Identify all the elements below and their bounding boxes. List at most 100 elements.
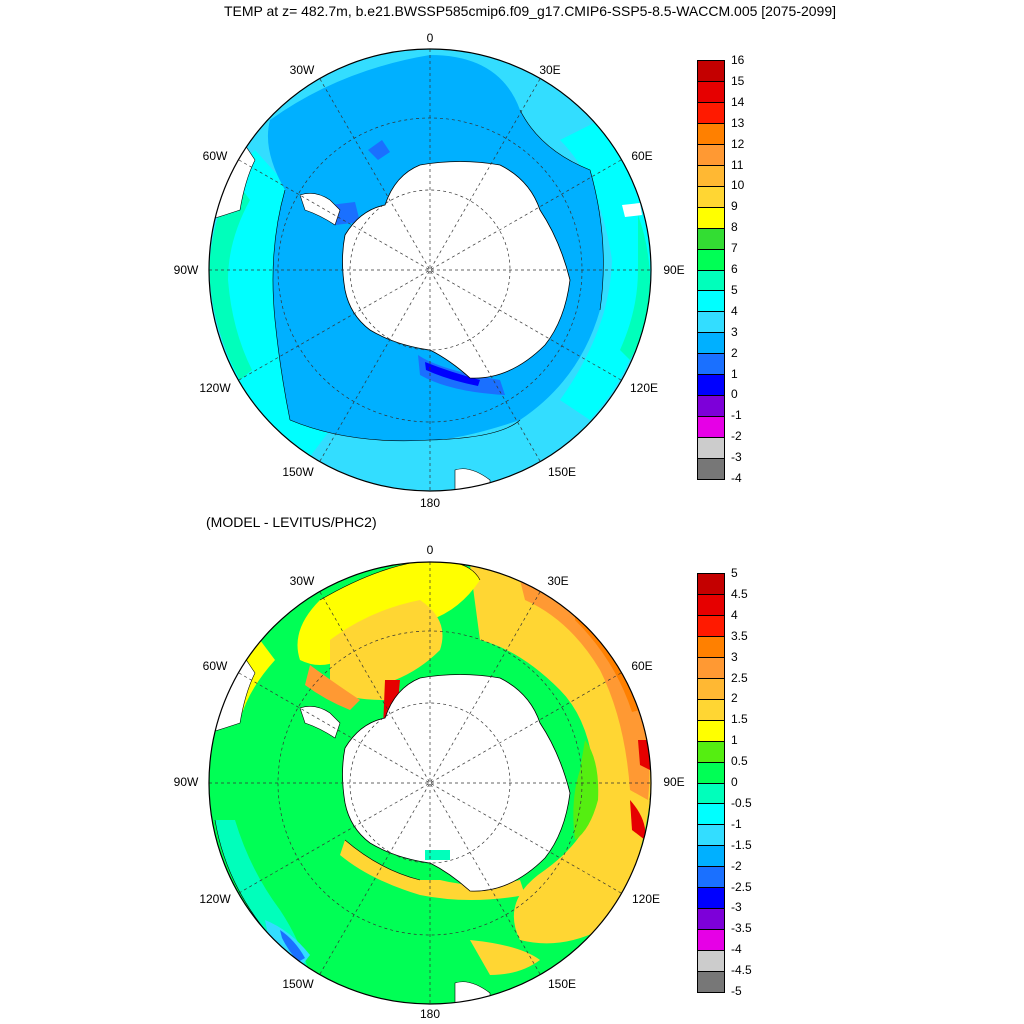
colorbar-label: -4	[731, 942, 742, 957]
colorbar-label: -1	[731, 816, 742, 831]
colorbar-swatch	[698, 186, 724, 208]
lon-label-60e: 60E	[631, 149, 652, 163]
colorbar-label: -2.5	[731, 879, 752, 894]
bottom-map-longitude-labels: 0 30E 60E 90E 120E 150E 180 150W 120W 90…	[174, 543, 685, 1021]
top-map-peninsula	[299, 193, 341, 226]
colorbar-swatch	[698, 61, 724, 82]
colorbar-swatch	[698, 636, 724, 658]
colorbar-label: 8	[731, 220, 738, 235]
colorbar-swatch	[698, 354, 724, 376]
lon-label-90w: 90W	[174, 775, 199, 789]
colorbar-swatch	[698, 594, 724, 616]
colorbar-swatch	[698, 909, 724, 931]
colorbar-label: 14	[731, 94, 745, 109]
lon-label-90e: 90E	[663, 775, 684, 789]
lon-label-90w: 90W	[174, 263, 199, 277]
colorbar-swatch	[698, 615, 724, 637]
lon-label-150e: 150E	[548, 465, 576, 479]
colorbar-swatch	[698, 249, 724, 271]
colorbar-label: 4	[731, 303, 738, 318]
colorbar-swatch	[698, 888, 724, 910]
colorbar-label: -1.5	[731, 837, 752, 852]
lon-label-150w: 150W	[282, 465, 314, 479]
colorbar-label: 3.5	[731, 628, 748, 643]
colorbar-label: 0	[731, 775, 738, 789]
lon-label-120w: 120W	[199, 381, 231, 395]
lon-label-0: 0	[427, 31, 434, 45]
colorbar-label: 7	[731, 241, 738, 256]
colorbar-swatch	[698, 867, 724, 889]
colorbar-label: 2.5	[731, 670, 748, 685]
lon-label-30e: 30E	[547, 574, 568, 588]
colorbar-label: 10	[731, 178, 745, 193]
colorbar-label: 16	[731, 53, 745, 67]
colorbar-swatch	[698, 144, 724, 166]
top-map-island	[622, 203, 642, 217]
top-map-border	[208, 48, 652, 492]
lon-label-120e: 120E	[632, 892, 660, 906]
colorbar-swatch	[698, 81, 724, 103]
lon-label-30w: 30W	[290, 574, 315, 588]
top-colorbar	[697, 60, 725, 480]
lon-label-150w: 150W	[282, 977, 314, 991]
lon-label-120w: 120W	[199, 892, 231, 906]
colorbar-label: 9	[731, 199, 738, 214]
lon-label-90e: 90E	[663, 263, 684, 277]
figure-title: TEMP at z= 482.7m, b.e21.BWSSP585cmip6.f…	[223, 3, 837, 19]
top-map-cold-patch	[368, 140, 390, 160]
lon-label-150e: 150E	[548, 977, 576, 991]
bottom-map-ross-cool-patch	[425, 850, 450, 860]
colorbar-swatch	[698, 270, 724, 292]
colorbar-swatch	[698, 741, 724, 763]
colorbar-swatch	[698, 574, 724, 595]
lon-label-30w: 30W	[290, 63, 315, 77]
colorbar-swatch	[698, 333, 724, 355]
colorbar-label: 1	[731, 733, 738, 748]
top-map-warmest-west	[209, 180, 252, 380]
colorbar-swatch	[698, 438, 724, 460]
colorbar-label: 11	[731, 157, 744, 172]
colorbar-label: -3.5	[731, 921, 752, 936]
lon-label-60e: 60E	[631, 659, 652, 673]
lon-label-0: 0	[427, 543, 434, 557]
colorbar-label: 4	[731, 607, 738, 622]
colorbar-label: -3	[731, 450, 742, 465]
bottom-map-warm-nz	[470, 940, 540, 975]
bottom-map-hot-band	[575, 610, 640, 712]
bottom-map-orange-band	[330, 600, 443, 700]
colorbar-swatch	[698, 762, 724, 784]
colorbar-label: -1	[731, 408, 742, 423]
lon-label-60w: 60W	[203, 659, 228, 673]
lon-label-180: 180	[420, 496, 440, 510]
colorbar-swatch	[698, 396, 724, 418]
colorbar-label: -0.5	[731, 795, 752, 810]
bottom-map-border	[208, 561, 652, 1005]
top-map-warmest-east	[620, 215, 651, 360]
bottom-map-orange-patch	[305, 665, 360, 710]
colorbar-label: -4.5	[731, 963, 752, 978]
colorbar-label: 0	[731, 387, 738, 402]
bottom-map	[208, 561, 652, 1005]
colorbar-swatch	[698, 804, 724, 826]
colorbar-swatch	[698, 657, 724, 679]
colorbar-label: -2	[731, 858, 742, 873]
colorbar-swatch	[698, 165, 724, 187]
colorbar-swatch	[698, 375, 724, 397]
colorbar-label: 1	[731, 366, 738, 381]
colorbar-label: -2	[731, 429, 742, 444]
colorbar-swatch	[698, 972, 724, 993]
colorbar-swatch	[698, 207, 724, 229]
top-map-coldest-patch	[425, 362, 480, 386]
colorbar-swatch	[698, 291, 724, 313]
top-map	[208, 48, 652, 492]
difference-subtitle: (MODEL - LEVITUS/PHC2)	[206, 514, 377, 530]
colorbar-label: -5	[731, 984, 742, 998]
bottom-colorbar	[697, 573, 725, 993]
bottom-map-green-inset	[573, 740, 599, 840]
colorbar-swatch	[698, 228, 724, 250]
colorbar-swatch	[698, 312, 724, 334]
colorbar-label: -4	[731, 471, 742, 485]
colorbar-swatch	[698, 102, 724, 124]
colorbar-label: 5	[731, 566, 738, 580]
